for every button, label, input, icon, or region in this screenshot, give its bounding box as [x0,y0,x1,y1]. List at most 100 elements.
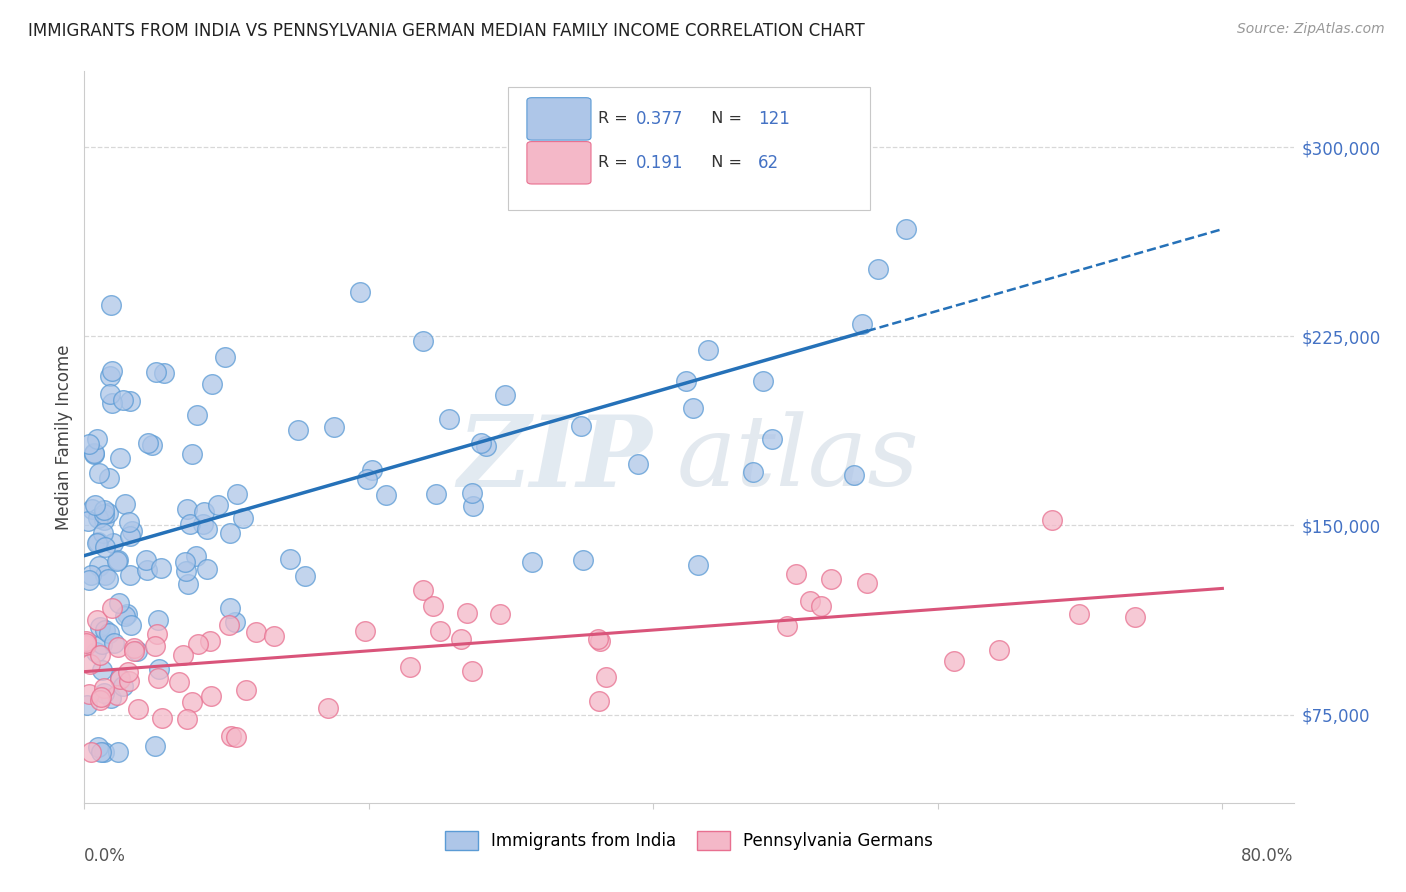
Point [86,535,108,549]
Point [263,629,285,643]
Point [868,262,890,277]
Point [89,693,111,707]
Point [200,634,222,648]
Point [675,375,697,389]
Point [125,643,148,657]
Point [100,369,122,384]
Point [75,633,97,648]
Point [77,437,100,451]
Point [225,730,247,744]
Point [118,516,141,530]
Point [179,517,201,532]
Point [219,600,242,615]
Point [287,423,309,437]
Point [111,680,134,694]
Point [149,561,172,575]
Point [232,511,254,525]
Point [425,487,447,501]
Point [412,334,434,349]
Text: 0.0%: 0.0% [84,847,127,864]
Point [117,674,139,689]
Point [942,654,965,668]
Point [87,511,110,525]
Point [360,463,382,477]
Point [245,624,267,639]
Point [83,446,105,460]
Text: IMMIGRANTS FROM INDIA VS PENNSYLVANIA GERMAN MEDIAN FAMILY INCOME CORRELATION CH: IMMIGRANTS FROM INDIA VS PENNSYLVANIA GE… [28,22,865,40]
Point [101,396,124,410]
Point [1067,607,1090,621]
Point [450,632,472,647]
Point [226,487,249,501]
Point [145,639,167,653]
Point [77,573,100,587]
Point [470,435,492,450]
Point [195,562,218,576]
Point [98,626,121,640]
Point [460,486,482,500]
Point [851,317,873,331]
Point [146,672,169,686]
Point [101,535,124,549]
Point [94,540,117,554]
Point [153,366,176,380]
Point [488,607,510,621]
Point [172,648,194,662]
Point [176,712,198,726]
Point [627,457,650,471]
Point [219,729,242,743]
Point [80,501,103,516]
Point [150,711,173,725]
Text: atlas: atlas [676,411,920,507]
Point [207,498,229,512]
Text: N =: N = [702,155,747,170]
Point [94,567,117,582]
Point [354,624,377,639]
Text: 62: 62 [758,153,779,172]
Point [148,662,170,676]
Point [98,386,121,401]
Point [167,674,190,689]
Point [107,553,129,567]
Point [97,471,120,485]
Point [697,343,720,357]
Point [894,222,917,236]
Point [186,549,208,564]
Point [186,408,208,422]
Point [235,683,257,698]
Point [201,377,224,392]
Point [799,594,821,608]
Point [278,552,301,566]
Legend: Immigrants from India, Pennsylvania Germans: Immigrants from India, Pennsylvania Germ… [439,824,939,856]
Point [135,563,157,577]
Point [108,671,131,685]
Point [93,686,115,700]
Point [103,636,125,650]
Point [107,640,129,655]
Point [93,681,115,696]
Point [108,672,131,686]
Point [138,436,160,450]
Point [569,418,592,433]
Point [200,690,222,704]
Point [75,635,97,649]
FancyBboxPatch shape [527,98,591,140]
Point [117,665,139,679]
Point [146,627,169,641]
Point [89,466,111,480]
Point [176,502,198,516]
Point [112,393,135,408]
Point [456,606,478,620]
Point [688,558,710,572]
Point [810,599,832,614]
Point [776,619,799,633]
Point [89,620,111,634]
Point [120,618,142,632]
Text: 0.377: 0.377 [636,110,683,128]
Point [100,690,122,705]
Point [114,609,136,624]
Point [752,374,775,388]
Point [86,740,108,755]
Text: Source: ZipAtlas.com: Source: ZipAtlas.com [1237,22,1385,37]
Point [121,524,143,538]
